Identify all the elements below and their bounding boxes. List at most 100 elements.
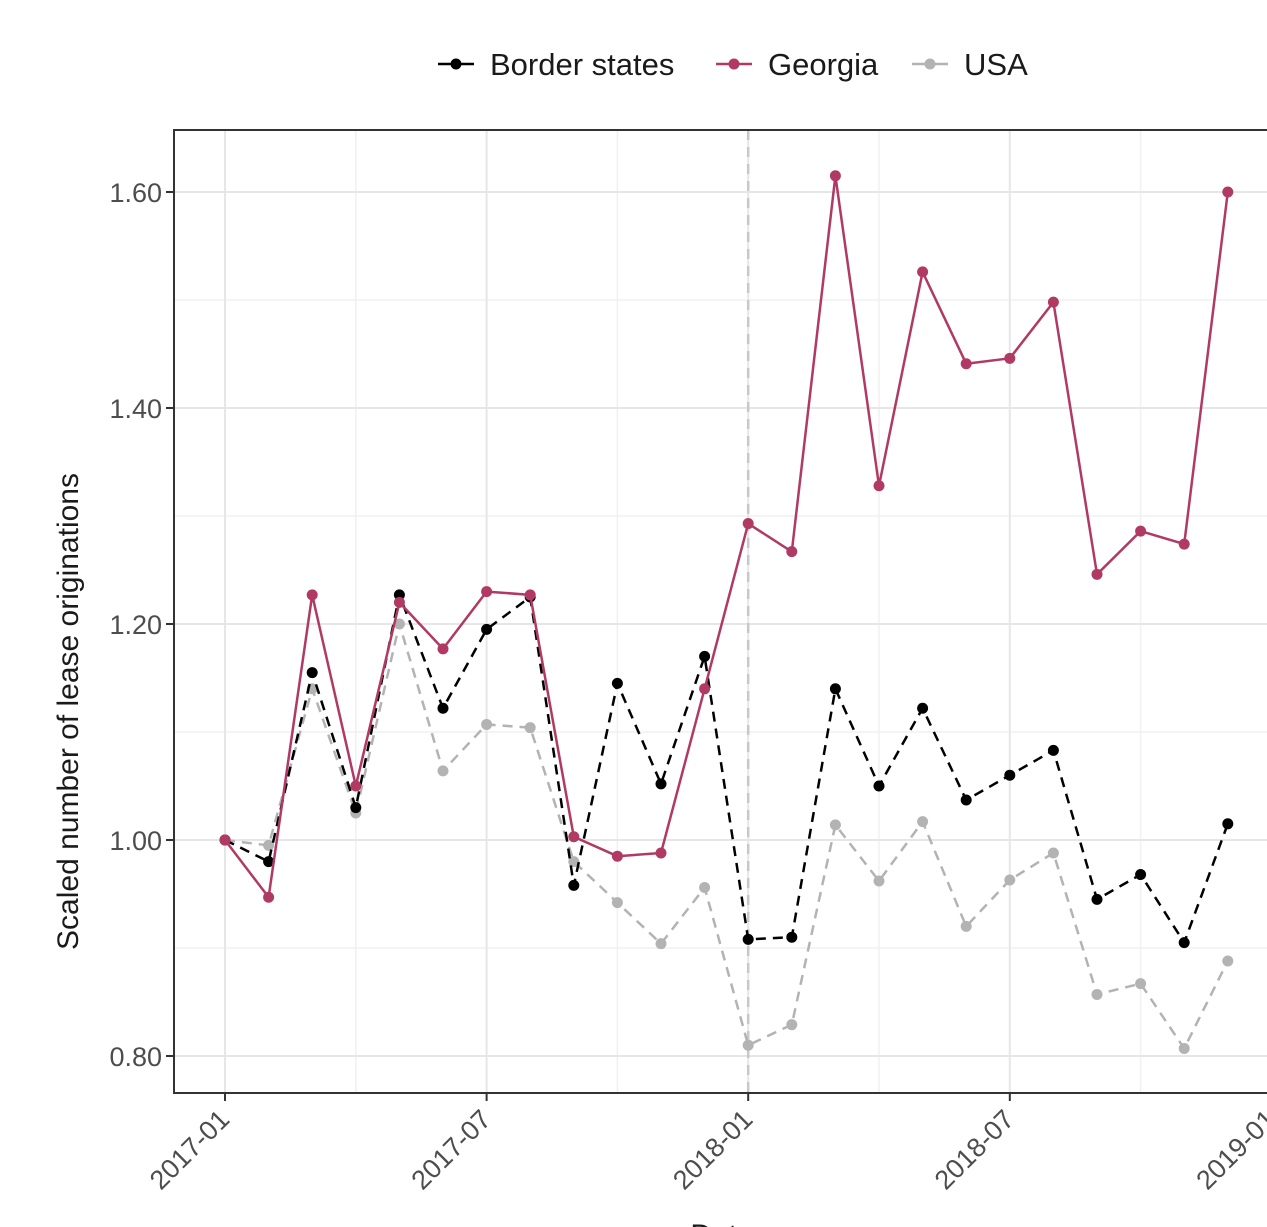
data-point-usa bbox=[611, 897, 623, 909]
y-tick-label: 1.20 bbox=[109, 610, 162, 640]
series-line-usa bbox=[224, 622, 1229, 1050]
data-point-border-states bbox=[481, 623, 493, 635]
legend-key-point bbox=[924, 58, 936, 70]
data-point-georgia bbox=[786, 546, 798, 558]
data-point-georgia bbox=[219, 834, 231, 846]
grid bbox=[174, 130, 1267, 1093]
data-point-georgia bbox=[306, 589, 318, 601]
data-point-georgia bbox=[393, 596, 405, 608]
data-point-usa bbox=[655, 938, 667, 950]
data-point-georgia bbox=[350, 780, 362, 792]
data-point-georgia bbox=[568, 831, 580, 843]
data-point-usa bbox=[960, 920, 972, 932]
data-point-georgia bbox=[611, 850, 623, 862]
data-point-usa bbox=[568, 856, 580, 868]
data-point-usa bbox=[1135, 978, 1147, 990]
legend-item-georgia: Georgia bbox=[716, 47, 879, 82]
series-usa bbox=[219, 618, 1234, 1054]
data-point-georgia bbox=[1004, 352, 1016, 364]
data-point-usa bbox=[829, 819, 841, 831]
data-point-border-states bbox=[350, 802, 362, 814]
data-point-georgia bbox=[524, 589, 536, 601]
data-point-usa bbox=[393, 618, 405, 630]
data-point-usa bbox=[1047, 847, 1059, 859]
data-point-border-states bbox=[699, 650, 711, 662]
data-point-usa bbox=[1178, 1042, 1190, 1054]
series-line-border-states bbox=[224, 593, 1229, 944]
x-axis-title: Date bbox=[690, 1219, 753, 1227]
data-point-georgia bbox=[481, 586, 493, 598]
y-tick-label: 0.80 bbox=[109, 1042, 162, 1072]
legend-label: Border states bbox=[490, 47, 674, 82]
data-point-usa bbox=[786, 1019, 798, 1031]
x-tick-label: 2018-07 bbox=[929, 1104, 1020, 1195]
data-point-georgia bbox=[917, 266, 929, 278]
data-point-usa bbox=[263, 839, 275, 851]
data-point-usa bbox=[1004, 874, 1016, 886]
data-point-georgia bbox=[699, 683, 711, 695]
legend-label: USA bbox=[964, 47, 1028, 82]
data-point-border-states bbox=[1222, 818, 1234, 830]
data-point-usa bbox=[873, 875, 885, 887]
x-tick-label: 2018-01 bbox=[667, 1104, 758, 1195]
data-point-border-states bbox=[568, 879, 580, 891]
data-point-border-states bbox=[786, 931, 798, 943]
data-point-border-states bbox=[742, 933, 754, 945]
data-point-border-states bbox=[960, 794, 972, 806]
data-point-usa bbox=[917, 816, 929, 828]
data-point-border-states bbox=[1047, 744, 1059, 756]
legend-item-usa: USA bbox=[912, 47, 1028, 82]
data-point-georgia bbox=[742, 518, 754, 530]
data-point-usa bbox=[742, 1039, 754, 1051]
y-tick-label: 1.40 bbox=[109, 394, 162, 424]
legend-key-point bbox=[728, 58, 740, 70]
legend: Border states Georgia USA bbox=[438, 47, 1028, 82]
data-point-georgia bbox=[1091, 568, 1103, 580]
series-georgia bbox=[219, 170, 1234, 903]
data-point-usa bbox=[1091, 988, 1103, 1000]
data-point-georgia bbox=[1047, 296, 1059, 308]
data-point-georgia bbox=[1135, 525, 1147, 537]
data-point-usa bbox=[481, 718, 493, 730]
y-axis-title: Scaled number of lease originations bbox=[52, 473, 85, 950]
y-tick-label: 1.00 bbox=[109, 826, 162, 856]
x-tick-label: 2017-07 bbox=[406, 1104, 497, 1195]
data-point-border-states bbox=[1091, 893, 1103, 905]
data-point-usa bbox=[699, 882, 711, 894]
data-point-border-states bbox=[1135, 869, 1147, 881]
data-point-usa bbox=[437, 765, 449, 777]
x-tick-label: 2017-01 bbox=[144, 1104, 235, 1195]
data-point-border-states bbox=[437, 702, 449, 714]
x-tick-label: 2019-01 bbox=[1190, 1104, 1267, 1195]
data-point-border-states bbox=[917, 702, 929, 714]
data-point-georgia bbox=[829, 170, 841, 182]
data-point-border-states bbox=[306, 667, 318, 679]
plot-panel-border bbox=[173, 129, 1267, 1094]
data-point-border-states bbox=[829, 683, 841, 695]
data-point-usa bbox=[524, 722, 536, 734]
data-point-border-states bbox=[263, 856, 275, 868]
data-point-usa bbox=[1222, 955, 1234, 967]
data-point-georgia bbox=[1178, 538, 1190, 550]
data-point-georgia bbox=[960, 358, 972, 370]
data-point-georgia bbox=[437, 643, 449, 655]
axes: 0.80 1.00 1.20 1.40 1.60 2017-01 2017-07 2018-0… bbox=[109, 178, 1267, 1195]
legend-item-border-states: Border states bbox=[438, 47, 674, 82]
data-point-georgia bbox=[873, 480, 885, 492]
data-point-border-states bbox=[611, 677, 623, 689]
data-point-border-states bbox=[1004, 769, 1016, 781]
series-border-states bbox=[219, 589, 1234, 949]
legend-label: Georgia bbox=[768, 47, 879, 82]
data-point-georgia bbox=[263, 891, 275, 903]
data-point-border-states bbox=[393, 589, 405, 601]
legend-key-point bbox=[450, 58, 462, 70]
data-point-georgia bbox=[655, 847, 667, 859]
data-point-georgia bbox=[1222, 186, 1234, 198]
series-line-georgia bbox=[224, 174, 1230, 899]
y-tick-label: 1.60 bbox=[109, 178, 162, 208]
series-layer bbox=[219, 170, 1234, 1054]
data-point-border-states bbox=[1178, 937, 1190, 949]
data-point-border-states bbox=[655, 778, 667, 790]
data-point-border-states bbox=[873, 780, 885, 792]
